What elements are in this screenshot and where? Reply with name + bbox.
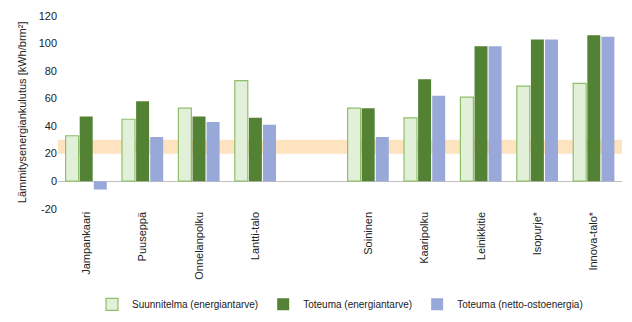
svg-text:20: 20: [45, 147, 57, 159]
svg-text:Jampankaari: Jampankaari: [80, 212, 92, 275]
svg-text:Puuseppä: Puuseppä: [136, 211, 148, 261]
svg-text:Suunnitelma (energiantarve): Suunnitelma (energiantarve): [132, 299, 258, 310]
svg-text:Onnelanpolku: Onnelanpolku: [193, 212, 205, 280]
svg-text:Kaaripolku: Kaaripolku: [418, 212, 430, 264]
svg-text:Soininen: Soininen: [362, 212, 374, 255]
svg-text:Isopurje*: Isopurje*: [531, 211, 543, 255]
svg-text:100: 100: [39, 37, 57, 49]
svg-text:120: 120: [39, 10, 57, 22]
svg-text:40: 40: [45, 120, 57, 132]
svg-text:Lantti-talo: Lantti-talo: [249, 212, 261, 260]
svg-text:Leinikkitie: Leinikkitie: [475, 212, 487, 260]
svg-text:Innova-talo*: Innova-talo*: [587, 211, 599, 270]
svg-text:60: 60: [45, 92, 57, 104]
svg-text:Lämmitysenergiankulutus [kWh/b: Lämmitysenergiankulutus [kWh/brm²]: [16, 22, 28, 204]
svg-text:-20: -20: [41, 203, 57, 215]
svg-text:Toteuma (netto-ostoenergia): Toteuma (netto-ostoenergia): [457, 299, 583, 310]
svg-text:80: 80: [45, 65, 57, 77]
svg-text:Toteuma (energiantarve): Toteuma (energiantarve): [303, 299, 412, 310]
svg-text:0: 0: [51, 175, 57, 187]
